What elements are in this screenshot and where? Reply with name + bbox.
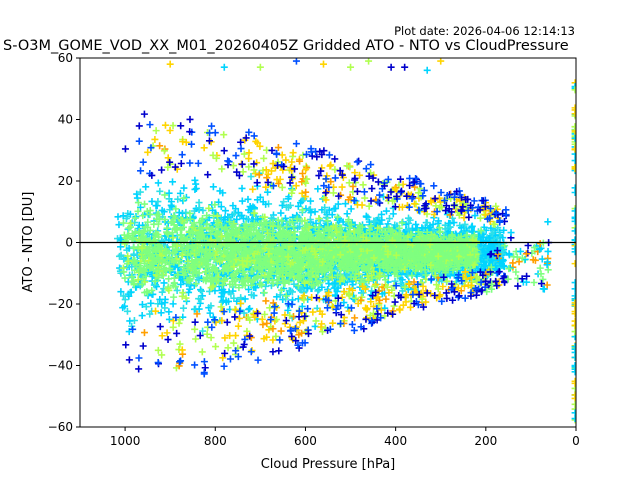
data-point xyxy=(182,208,190,216)
data-point xyxy=(314,287,322,295)
data-point xyxy=(306,216,314,224)
data-point xyxy=(248,291,256,299)
data-point xyxy=(471,212,479,220)
data-point xyxy=(180,184,188,192)
data-point xyxy=(278,201,286,209)
data-point xyxy=(165,315,173,323)
data-point xyxy=(343,210,351,218)
data-point xyxy=(163,224,171,232)
data-point xyxy=(156,187,164,195)
data-point xyxy=(123,307,131,315)
data-point xyxy=(165,308,173,316)
data-point xyxy=(290,280,298,288)
data-point xyxy=(130,250,138,258)
data-point xyxy=(241,295,249,303)
chart-title: S-O3M_GOME_VOD_XX_M01_20260405Z Gridded … xyxy=(3,38,569,54)
data-point xyxy=(169,178,177,186)
data-point xyxy=(273,293,281,301)
data-point xyxy=(117,251,125,259)
data-point xyxy=(311,208,319,216)
data-point xyxy=(198,287,206,295)
data-point xyxy=(142,183,150,191)
data-point xyxy=(179,304,187,312)
data-point xyxy=(325,280,333,288)
data-point xyxy=(174,195,182,203)
data-point xyxy=(217,203,225,211)
data-point xyxy=(245,305,253,313)
data-point xyxy=(175,209,183,217)
data-point xyxy=(199,327,207,335)
data-point xyxy=(314,185,322,193)
data-point xyxy=(487,224,495,232)
data-point xyxy=(176,189,184,197)
data-point xyxy=(389,210,397,218)
data-point xyxy=(154,179,162,187)
data-point xyxy=(277,209,285,217)
data-point xyxy=(192,180,200,188)
data-point xyxy=(341,200,349,208)
data-point xyxy=(160,208,168,216)
data-point xyxy=(207,302,215,310)
data-point xyxy=(234,209,242,216)
data-point xyxy=(350,295,358,303)
data-point xyxy=(158,288,166,296)
data-point xyxy=(117,243,125,251)
data-point xyxy=(230,210,238,218)
data-point xyxy=(238,184,246,192)
data-point xyxy=(219,189,227,197)
data-point xyxy=(114,213,122,221)
data-point xyxy=(119,212,127,220)
data-point xyxy=(157,309,165,317)
data-point xyxy=(280,198,288,206)
data-point xyxy=(154,198,162,206)
data-point xyxy=(340,299,348,307)
data-point xyxy=(165,189,173,197)
data-point xyxy=(264,188,272,196)
data-point xyxy=(276,291,284,299)
data-point xyxy=(119,292,127,300)
data-points xyxy=(114,58,576,424)
data-point xyxy=(347,205,355,213)
data-point xyxy=(209,183,217,191)
data-point xyxy=(160,279,168,287)
data-point xyxy=(206,309,214,317)
data-point xyxy=(221,207,229,215)
data-point xyxy=(161,299,169,307)
data-point xyxy=(382,207,390,215)
data-point xyxy=(197,286,205,294)
data-point xyxy=(169,300,177,308)
data-point xyxy=(298,302,306,310)
data-point xyxy=(117,288,125,296)
data-point xyxy=(294,295,302,303)
data-point xyxy=(398,276,406,284)
data-point xyxy=(238,197,246,205)
data-point xyxy=(138,312,146,320)
data-point xyxy=(142,303,150,311)
data-point xyxy=(133,190,141,198)
data-point xyxy=(294,202,302,210)
data-point xyxy=(307,197,315,205)
data-point xyxy=(186,285,194,293)
data-point xyxy=(385,215,393,223)
data-point xyxy=(148,197,156,205)
data-point xyxy=(177,280,185,288)
data-point xyxy=(245,285,253,293)
data-point xyxy=(330,205,338,213)
data-point xyxy=(284,203,292,211)
data-point xyxy=(325,206,333,214)
data-point xyxy=(288,288,296,296)
data-point xyxy=(311,322,319,330)
data-point xyxy=(115,221,123,229)
data-point xyxy=(136,203,144,211)
data-point xyxy=(260,289,268,297)
data-point xyxy=(178,209,186,217)
data-point xyxy=(147,299,155,307)
data-point xyxy=(170,293,178,301)
data-point xyxy=(359,289,367,297)
data-point xyxy=(246,304,254,312)
data-point xyxy=(141,200,149,208)
plot-date: Plot date: 2026-04-06 12:14:13 xyxy=(394,24,575,38)
